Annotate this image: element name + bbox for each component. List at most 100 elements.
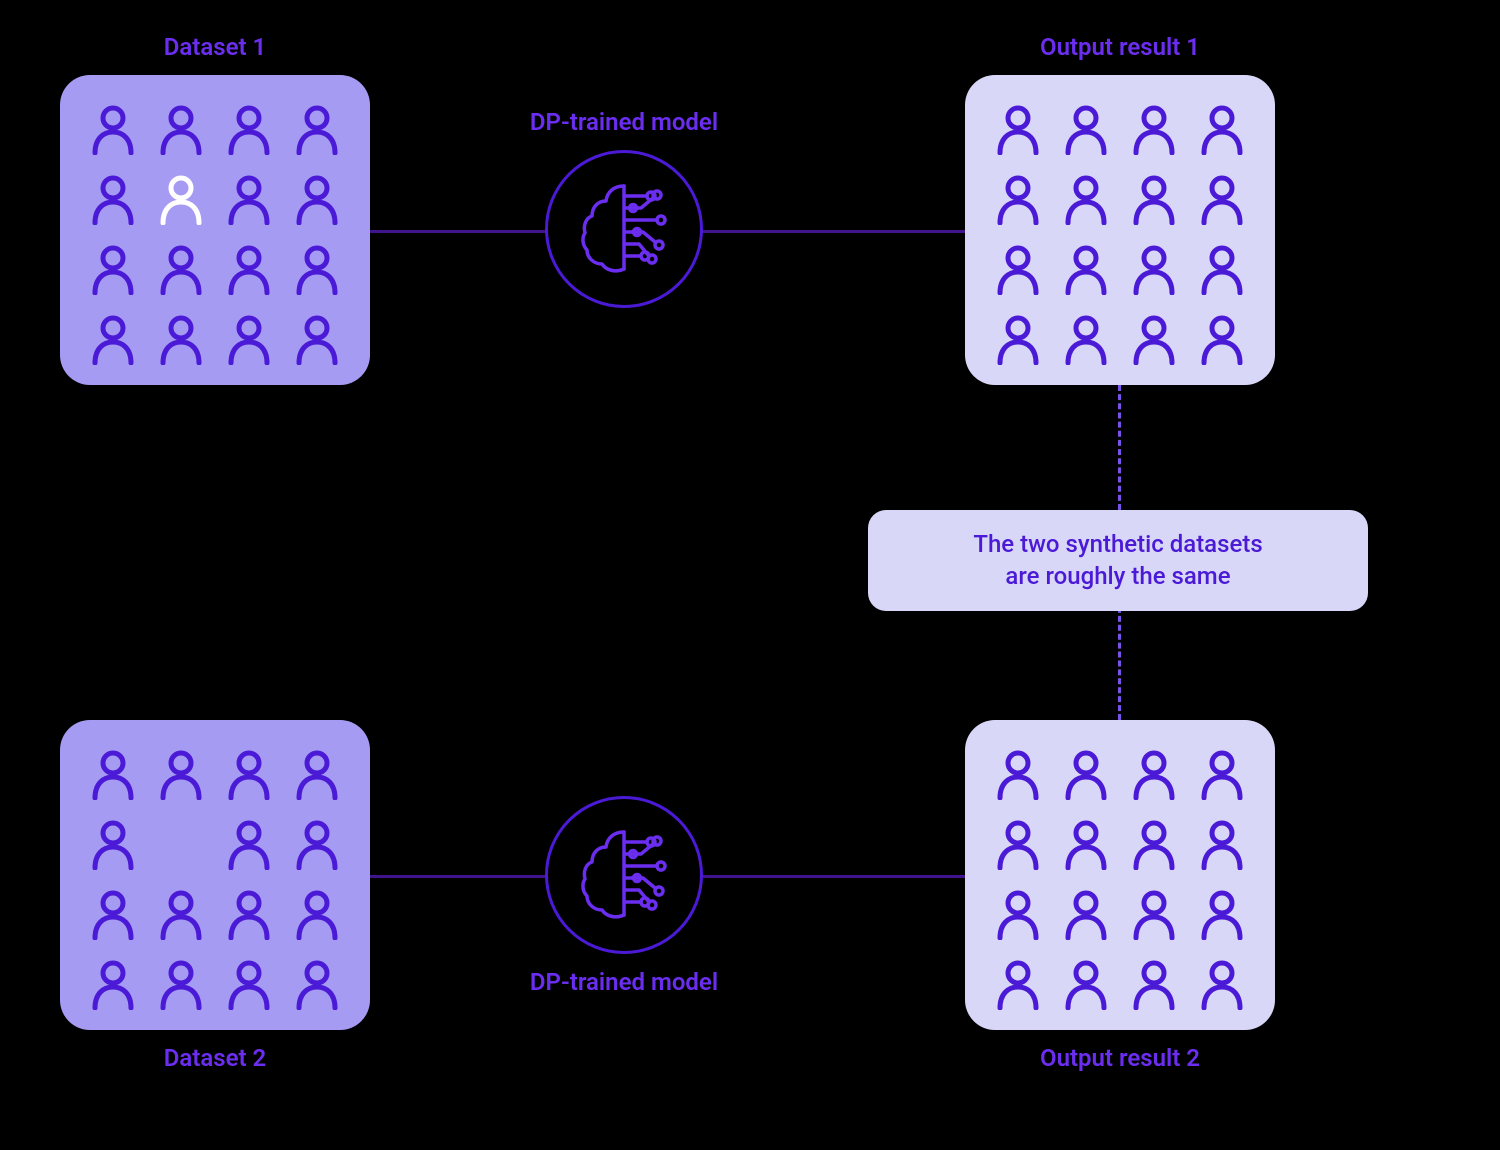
person-icon xyxy=(226,748,272,800)
person-icon xyxy=(995,888,1041,940)
dataset2-box xyxy=(60,720,370,1030)
model-top-label: DP-trained model xyxy=(424,108,824,136)
person-icon xyxy=(1063,888,1109,940)
person-icon xyxy=(1063,313,1109,365)
person-icon xyxy=(90,748,136,800)
person-icon xyxy=(226,243,272,295)
person-icon xyxy=(226,748,272,800)
dataset1-label: Dataset 1 xyxy=(15,33,415,61)
person-icon xyxy=(995,888,1041,940)
person-icon xyxy=(226,958,272,1010)
person-icon xyxy=(1199,888,1245,940)
person-icon xyxy=(1063,958,1109,1010)
person-icon xyxy=(226,818,272,870)
person-icon xyxy=(1063,958,1109,1010)
person-icon xyxy=(158,748,204,800)
person-icon xyxy=(158,958,204,1010)
person-icon xyxy=(294,313,340,365)
person-icon xyxy=(294,958,340,1010)
person-icon xyxy=(158,103,204,155)
person-icon xyxy=(90,103,136,155)
person-icon xyxy=(995,313,1041,365)
person-icon xyxy=(90,818,136,870)
person-icon xyxy=(90,888,136,940)
person-icon xyxy=(294,818,340,870)
person-icon xyxy=(1063,748,1109,800)
person-icon xyxy=(294,748,340,800)
person-icon xyxy=(995,958,1041,1010)
person-icon xyxy=(1199,958,1245,1010)
person-icon xyxy=(1131,243,1177,295)
person-icon xyxy=(294,958,340,1010)
person-icon xyxy=(158,748,204,800)
person-icon xyxy=(1063,103,1109,155)
person-icon xyxy=(226,313,272,365)
person-icon xyxy=(995,103,1041,155)
person-icon xyxy=(995,173,1041,225)
person-icon xyxy=(1063,103,1109,155)
person-icon xyxy=(1063,748,1109,800)
person-icon xyxy=(226,313,272,365)
person-icon xyxy=(1199,243,1245,295)
person-icon xyxy=(158,173,204,225)
person-icon xyxy=(1131,103,1177,155)
person-icon xyxy=(1131,748,1177,800)
person-icon xyxy=(1131,243,1177,295)
output2-box xyxy=(965,720,1275,1030)
person-icon xyxy=(995,103,1041,155)
person-icon xyxy=(294,243,340,295)
person-icon xyxy=(226,888,272,940)
person-icon xyxy=(1199,958,1245,1010)
person-icon xyxy=(294,173,340,225)
empty-slot xyxy=(158,818,204,870)
output1-box xyxy=(965,75,1275,385)
person-icon xyxy=(1063,313,1109,365)
person-icon xyxy=(158,313,204,365)
person-icon xyxy=(1199,748,1245,800)
person-icon xyxy=(1199,173,1245,225)
person-icon xyxy=(294,888,340,940)
person-icon xyxy=(294,748,340,800)
person-icon xyxy=(1063,888,1109,940)
person-icon xyxy=(995,748,1041,800)
person-icon xyxy=(1131,958,1177,1010)
person-icon xyxy=(90,173,136,225)
person-icon xyxy=(1131,958,1177,1010)
person-icon xyxy=(294,818,340,870)
callout-box: The two synthetic datasets are roughly t… xyxy=(868,510,1368,611)
person-icon xyxy=(1131,173,1177,225)
person-icon xyxy=(1199,888,1245,940)
person-icon xyxy=(90,243,136,295)
callout-line-1: The two synthetic datasets xyxy=(896,528,1340,560)
person-icon xyxy=(1199,313,1245,365)
person-icon xyxy=(995,748,1041,800)
person-icon xyxy=(1063,818,1109,870)
person-icon xyxy=(90,313,136,365)
person-icon xyxy=(1063,243,1109,295)
person-icon xyxy=(995,243,1041,295)
person-icon xyxy=(158,888,204,940)
dashed-connector-bottom xyxy=(1118,598,1121,720)
person-icon xyxy=(294,243,340,295)
brain-circuit-icon xyxy=(569,174,679,284)
person-icon xyxy=(1199,173,1245,225)
output2-label: Output result 2 xyxy=(920,1044,1320,1072)
person-icon xyxy=(1131,888,1177,940)
person-icon xyxy=(158,103,204,155)
person-icon xyxy=(226,243,272,295)
person-icon xyxy=(995,958,1041,1010)
person-icon xyxy=(1199,103,1245,155)
person-icon xyxy=(294,103,340,155)
person-icon xyxy=(995,818,1041,870)
person-icon xyxy=(1199,103,1245,155)
person-icon xyxy=(226,818,272,870)
dataset2-label: Dataset 2 xyxy=(15,1044,415,1072)
person-icon xyxy=(294,313,340,365)
person-icon xyxy=(995,173,1041,225)
person-icon xyxy=(90,103,136,155)
person-icon xyxy=(226,173,272,225)
person-icon xyxy=(90,748,136,800)
person-icon xyxy=(158,313,204,365)
person-icon xyxy=(90,958,136,1010)
brain-node-top xyxy=(545,150,703,308)
